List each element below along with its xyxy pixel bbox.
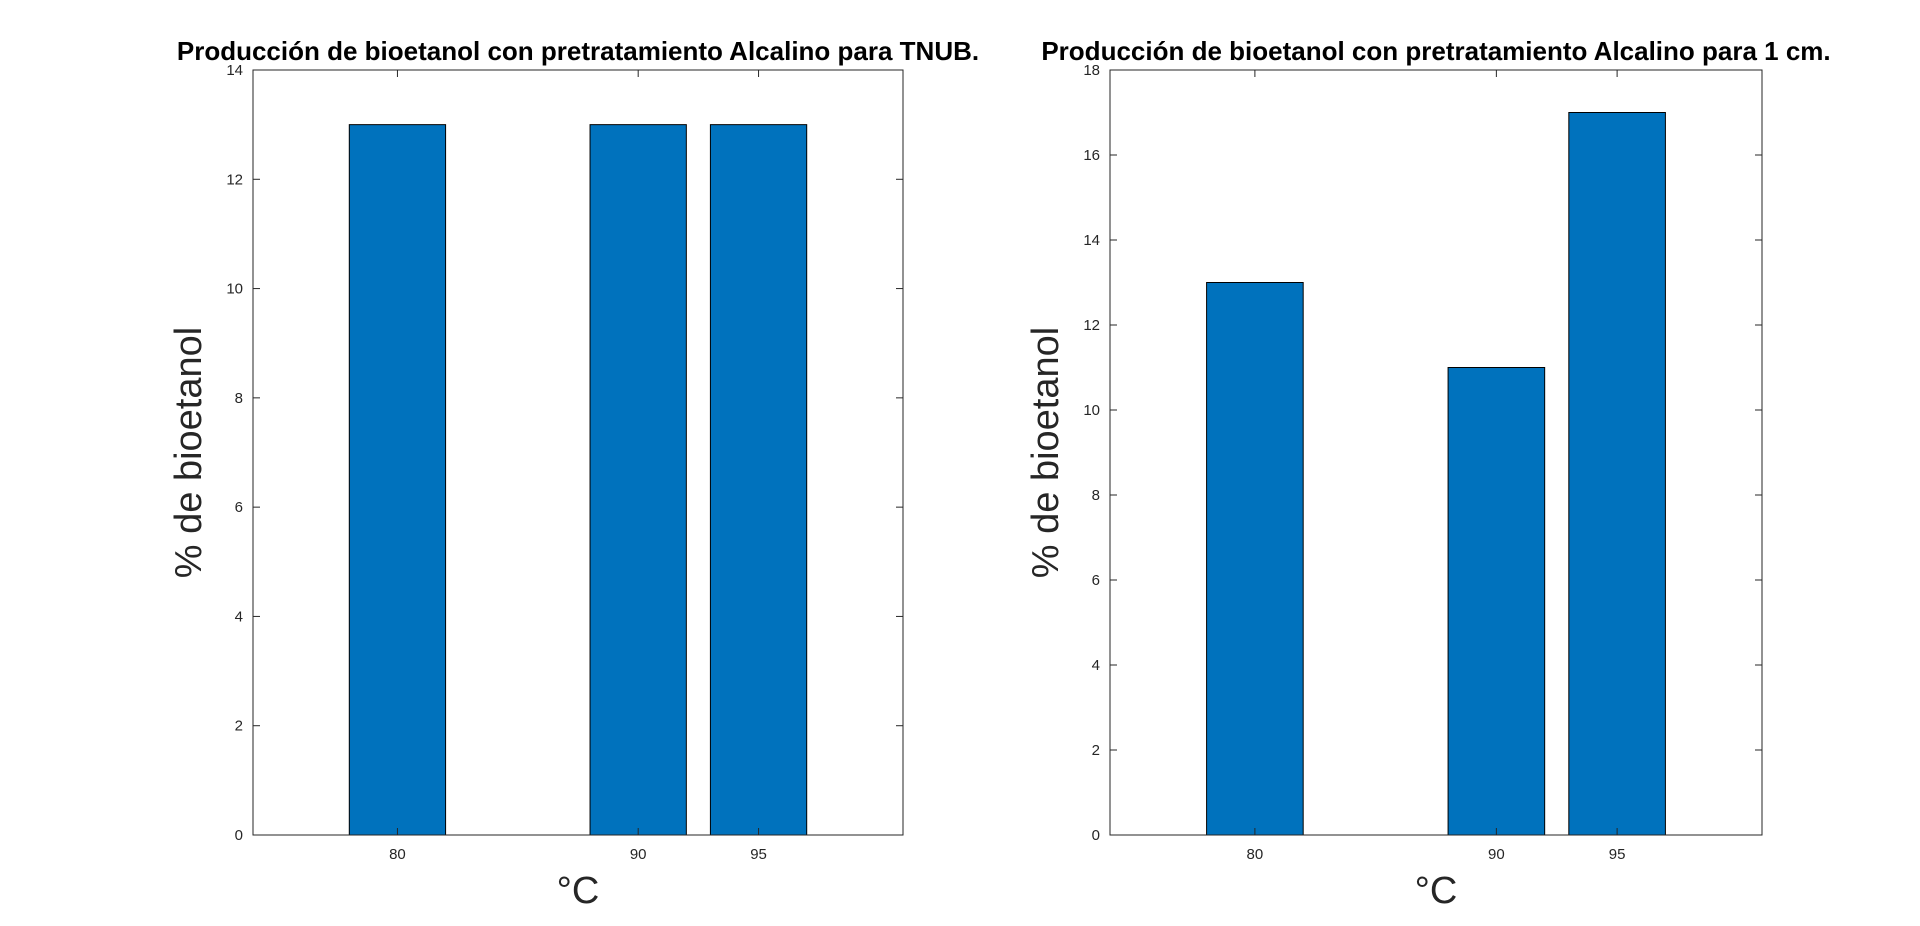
y-tick-label: 6 [1092,572,1100,589]
y-tick-label: 16 [1083,147,1100,164]
y-axis-label: % de bioetanol [1025,327,1067,578]
y-tick-label: 8 [235,390,243,407]
x-axis-label: °C [557,870,600,912]
y-tick-label: 10 [226,281,243,298]
y-tick-label: 4 [235,608,243,625]
y-tick-label: 12 [226,171,243,188]
x-tick-label: 95 [750,846,767,863]
y-tick-label: 10 [1083,402,1100,419]
y-tick-label: 2 [1092,742,1100,759]
bar-90 [1447,367,1546,836]
y-tick-label: 6 [235,499,243,516]
y-tick-label: 12 [1083,317,1100,334]
bar-95 [1568,112,1666,836]
bar-80 [348,124,447,836]
bar-90 [589,124,687,836]
y-tick-label: 18 [1083,62,1100,79]
y-tick-label: 2 [235,718,243,735]
x-tick-label: 80 [389,846,406,863]
plot-area: 0 2 4 6 8 10 12 14 16 18 80 90 95 [1083,62,1763,863]
x-axis-label: °C [1415,870,1458,912]
y-tick-label: 8 [1092,487,1100,504]
y-axis-label: % de bioetanol [168,327,210,578]
bar-80 [1206,282,1304,836]
plot-area: 0 2 4 6 8 10 12 14 80 90 95 [226,62,904,863]
axes-box [1109,69,1763,836]
y-tick-label: 0 [235,827,243,844]
x-tick-label: 80 [1247,846,1264,863]
bar-95 [709,124,808,836]
chart-title: Producción de bioetanol con pretratamien… [1041,36,1830,66]
y-tick-label: 4 [1092,657,1100,674]
y-tick-label: 14 [1083,232,1100,249]
chart-1cm: Producción de bioetanol con pretratamien… [1025,36,1831,912]
x-tick-label: 95 [1609,846,1626,863]
axes-box [252,69,904,836]
x-tick-label: 90 [1488,846,1505,863]
y-tick-label: 0 [1092,827,1100,844]
chart-tnub: Producción de bioetanol con pretratamien… [168,36,979,912]
chart-title: Producción de bioetanol con pretratamien… [177,36,979,66]
x-tick-label: 90 [630,846,647,863]
y-tick-label: 14 [226,62,243,79]
